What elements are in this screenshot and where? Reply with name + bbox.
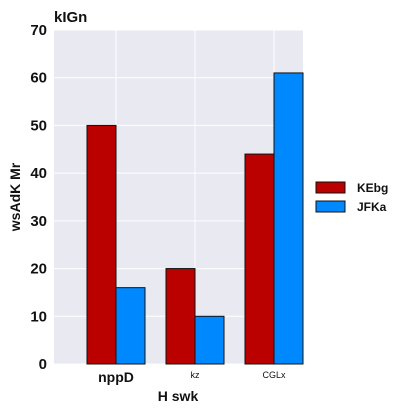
- x-tick-label: kz: [191, 370, 201, 380]
- y-tick-label: 0: [39, 356, 47, 373]
- x-axis-label: H swk: [158, 388, 199, 404]
- bar-KEbg-kz: [165, 268, 196, 365]
- y-tick-label: 50: [30, 117, 47, 134]
- x-tick-labels: nppD kz CGLx: [98, 369, 286, 385]
- y-tick-label: 10: [30, 308, 47, 325]
- y-tick-label: 40: [30, 165, 47, 182]
- bar-JFKa-CGLx: [273, 72, 304, 365]
- legend: KEbg JFKa: [315, 181, 388, 214]
- bar-JFKa-nppD: [115, 287, 146, 365]
- y-tick-label: 20: [30, 261, 47, 278]
- x-tick-label: nppD: [98, 369, 134, 385]
- legend-swatch: [315, 181, 346, 194]
- legend-entry: KEbg: [357, 181, 388, 195]
- x-tick-label: CGLx: [262, 370, 286, 380]
- chart-title: kIGn: [54, 9, 87, 26]
- y-axis-label: wsAdK Mr: [7, 162, 23, 232]
- y-tick-label: 60: [30, 70, 47, 87]
- bar-JFKa-kz: [194, 315, 225, 365]
- y-tick-labels: 0 10 20 30 40 50 60 70: [30, 22, 47, 373]
- y-tick-label: 70: [30, 22, 47, 39]
- y-tick-label: 30: [30, 213, 47, 230]
- bars: [86, 72, 304, 365]
- legend-entry: JFKa: [357, 200, 387, 214]
- bar-KEbg-nppD: [86, 124, 117, 365]
- bar-KEbg-CGLx: [244, 153, 275, 365]
- legend-swatch: [315, 200, 346, 213]
